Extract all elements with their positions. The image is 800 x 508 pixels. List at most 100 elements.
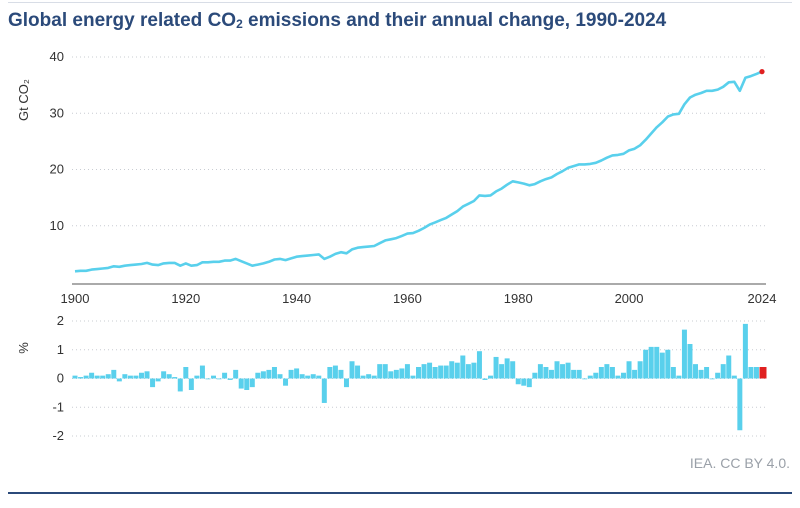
annual-change-bar	[205, 378, 211, 380]
annual-change-bar	[709, 378, 715, 380]
annual-change-bar	[438, 365, 444, 379]
annual-change-bar	[294, 368, 300, 379]
annual-change-bar	[338, 369, 344, 379]
annual-change-bar	[665, 349, 671, 379]
annual-change-bar	[222, 372, 228, 379]
annual-change-bar	[194, 375, 200, 379]
annual-change-bar	[687, 344, 693, 379]
annual-change-bar	[521, 378, 527, 386]
chart-title: Global energy related CO2 emissions and …	[8, 10, 667, 31]
line-x-ticks: 1900 1920 1940 1960 1980 2000 2024	[61, 291, 777, 306]
annual-change-bar	[654, 346, 660, 379]
annual-change-bar	[166, 374, 172, 379]
annual-change-bar	[493, 356, 499, 379]
line-y-tick-label: 40	[50, 49, 64, 64]
annual-change-bar	[637, 361, 643, 379]
annual-change-bar	[482, 378, 488, 380]
annual-change-bar	[327, 367, 333, 379]
line-y-tick-label: 10	[50, 218, 64, 233]
annual-change-bar	[89, 372, 95, 379]
annual-change-bar	[305, 375, 311, 379]
annual-change-bar	[249, 378, 255, 388]
annual-change-bar	[715, 372, 721, 379]
annual-change-bar	[349, 361, 355, 379]
annual-change-bar	[648, 346, 654, 379]
annual-change-bar	[427, 362, 433, 379]
annual-change-bar	[111, 369, 117, 379]
annual-change-bar	[321, 378, 327, 403]
annual-change-bar	[371, 375, 377, 379]
annual-change-bar	[609, 367, 615, 379]
annual-change-bar	[133, 375, 139, 379]
annual-change-bar	[332, 365, 338, 379]
annual-change-bar	[499, 364, 505, 379]
line-y-ticks: 10 20 30 40	[50, 49, 64, 233]
annual-change-bar	[737, 378, 743, 431]
annual-change-bar	[78, 377, 84, 379]
annual-change-bar	[260, 371, 266, 379]
line-y-axis-title: Gt CO₂	[16, 79, 31, 121]
annual-change-bar	[100, 375, 106, 379]
annual-change-bars	[72, 323, 767, 431]
annual-change-bar	[94, 375, 100, 379]
annual-change-bar	[643, 349, 649, 379]
line-x-tick-label: 2024	[748, 291, 777, 306]
line-x-tick-label: 1940	[282, 291, 311, 306]
bar-y-tick-label: -2	[52, 428, 64, 443]
annual-change-bar	[416, 367, 421, 379]
annual-change-bar	[554, 361, 560, 379]
line-gridlines	[72, 56, 766, 227]
annual-change-bar	[343, 378, 349, 388]
annual-change-bar	[177, 378, 183, 392]
highlight-bar	[759, 367, 767, 379]
annual-change-bar	[621, 372, 626, 379]
annual-change-bar	[443, 365, 449, 379]
annual-change-bar	[377, 364, 383, 379]
bar-y-ticks: 2 1 0 -1 -2	[52, 313, 64, 443]
annual-change-bar	[150, 378, 156, 388]
annual-change-bar	[199, 365, 205, 379]
annual-change-bar	[277, 374, 283, 379]
annual-change-bar	[116, 378, 122, 382]
annual-change-bar	[670, 367, 676, 379]
annual-change-bar	[155, 378, 161, 382]
annual-change-bar	[543, 367, 549, 379]
annual-change-bar	[615, 375, 621, 379]
line-x-tick-label: 1900	[61, 291, 90, 306]
annual-change-bar	[216, 378, 222, 380]
annual-change-bar	[366, 374, 372, 379]
annual-change-bar	[532, 372, 538, 379]
annual-change-bar	[632, 369, 638, 379]
annual-change-bar	[355, 365, 361, 379]
annual-change-bar	[421, 364, 427, 379]
annual-change-bar	[299, 374, 305, 379]
annual-change-bar	[432, 367, 438, 379]
annual-change-bar	[266, 369, 272, 379]
bar-y-tick-label: 1	[57, 342, 64, 357]
line-y-tick-label: 20	[50, 162, 64, 177]
annual-change-bar	[404, 364, 410, 379]
source-credit: IEA. CC BY 4.0.	[689, 455, 790, 471]
annual-change-bar	[598, 367, 604, 379]
annual-change-bar	[565, 362, 571, 379]
annual-change-bar	[122, 374, 128, 379]
annual-change-bar	[548, 369, 554, 379]
annual-change-bar	[720, 364, 726, 379]
latest-value-marker	[759, 69, 765, 75]
annual-change-bar	[571, 369, 577, 379]
bar-y-tick-label: -1	[52, 399, 64, 414]
annual-change-bar	[393, 369, 399, 379]
bottom-rule	[8, 492, 792, 494]
line-x-tick-label: 1920	[171, 291, 200, 306]
annual-change-bar	[382, 364, 388, 379]
annual-change-bar	[593, 372, 599, 379]
annual-change-bar	[316, 375, 322, 379]
annual-change-bar	[731, 375, 737, 379]
annual-change-bar	[488, 375, 494, 379]
annual-change-bar	[449, 361, 455, 379]
annual-change-bar	[626, 361, 632, 379]
annual-change-bar	[161, 371, 167, 379]
annual-change-bar	[271, 367, 277, 379]
annual-change-bar	[72, 375, 78, 379]
